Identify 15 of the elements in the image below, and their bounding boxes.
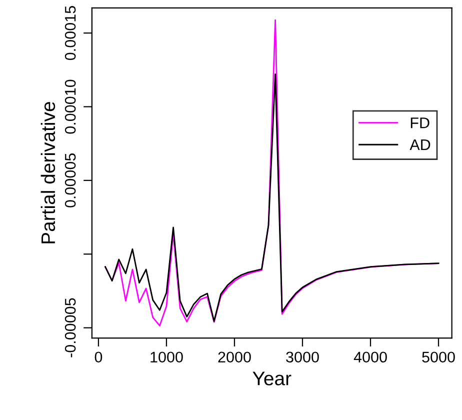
y-tick-label: 0.00005 xyxy=(64,153,76,208)
x-tick-label: 0 xyxy=(94,352,102,363)
x-tick-label: 1000 xyxy=(150,352,183,363)
legend-label: AD xyxy=(410,139,430,150)
legend-label: FD xyxy=(410,118,430,128)
x-tick-label: 4000 xyxy=(354,352,387,363)
y-tick-label: 0.00015 xyxy=(64,6,76,60)
y-axis-title: Partial derivative xyxy=(40,102,56,244)
x-tick-label: 3000 xyxy=(286,352,319,363)
x-axis-title: Year xyxy=(252,372,292,386)
x-tick-label: 2000 xyxy=(218,352,251,363)
line-series xyxy=(104,73,440,322)
y-tick-label: -0.00005 xyxy=(64,298,76,358)
x-tick-label: 5000 xyxy=(422,352,455,363)
y-tick-label: 0.00010 xyxy=(64,80,76,134)
